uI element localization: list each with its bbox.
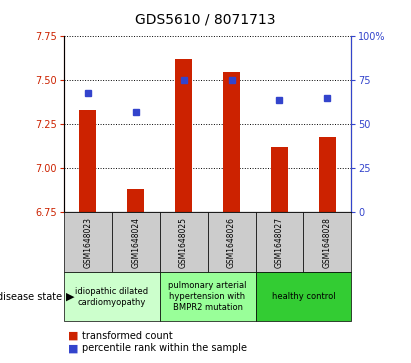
Text: idiopathic dilated
cardiomyopathy: idiopathic dilated cardiomyopathy	[75, 287, 148, 307]
Text: GDS5610 / 8071713: GDS5610 / 8071713	[135, 13, 276, 27]
Bar	[64, 272, 159, 321]
Bar	[79, 110, 96, 212]
Bar	[256, 272, 351, 321]
Text: GSM1648026: GSM1648026	[227, 217, 236, 268]
Text: GSM1648024: GSM1648024	[131, 217, 140, 268]
Bar	[223, 72, 240, 212]
Bar	[127, 189, 144, 212]
Bar	[208, 212, 256, 272]
Bar	[159, 212, 208, 272]
Text: pulmonary arterial
hypertension with
BMPR2 mutation: pulmonary arterial hypertension with BMP…	[169, 281, 247, 312]
Text: healthy control: healthy control	[272, 292, 335, 301]
Text: transformed count: transformed count	[82, 331, 173, 341]
Bar	[112, 212, 159, 272]
Bar	[64, 212, 112, 272]
Bar	[319, 136, 336, 212]
Text: GSM1648025: GSM1648025	[179, 217, 188, 268]
Text: ▶: ▶	[66, 292, 74, 302]
Text: disease state: disease state	[0, 292, 62, 302]
Text: percentile rank within the sample: percentile rank within the sample	[82, 343, 247, 354]
Text: GSM1648027: GSM1648027	[275, 217, 284, 268]
Text: GSM1648023: GSM1648023	[83, 217, 92, 268]
Bar	[256, 212, 303, 272]
Text: GSM1648028: GSM1648028	[323, 217, 332, 268]
Bar	[159, 272, 256, 321]
Bar	[303, 212, 351, 272]
Bar	[271, 147, 288, 212]
Text: ■: ■	[68, 343, 79, 354]
Text: ■: ■	[68, 331, 79, 341]
Bar	[175, 59, 192, 212]
